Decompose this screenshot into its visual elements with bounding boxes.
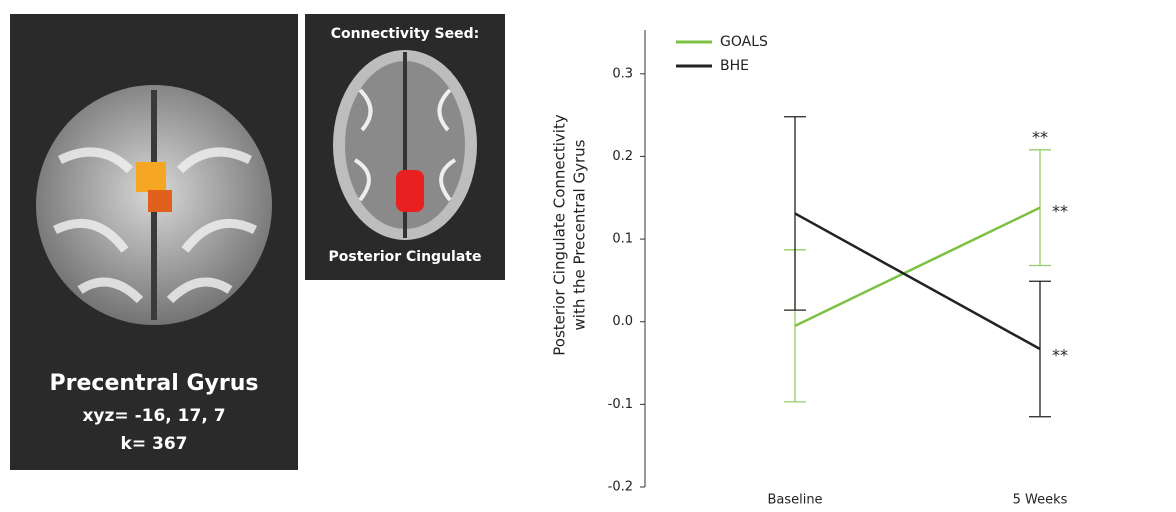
y-tick-label: 0.3 bbox=[612, 66, 633, 81]
y-axis-label: with the Precentral Gyrus bbox=[571, 139, 589, 330]
significance: ** bbox=[1052, 346, 1068, 365]
line bbox=[795, 213, 1040, 349]
y-tick-label: -0.1 bbox=[608, 397, 633, 412]
y-tick-label: -0.2 bbox=[608, 480, 633, 495]
figure: Precentral Gyrus xyz= -16, 17, 7 k= 367 … bbox=[0, 0, 1176, 508]
cluster-size: k= 367 bbox=[121, 434, 188, 454]
significance: ** bbox=[1052, 202, 1068, 221]
x-tick-label: 5 Weeks bbox=[1013, 493, 1068, 508]
coords: xyz= -16, 17, 7 bbox=[82, 406, 225, 426]
y-axis-label: Posterior Cingulate Connectivity bbox=[551, 114, 569, 356]
x-tick-label: Baseline bbox=[767, 493, 822, 508]
y-tick-label: 0.2 bbox=[612, 149, 633, 164]
brain-image bbox=[36, 85, 272, 325]
significance: ** bbox=[1032, 128, 1048, 147]
y-tick-label: 0.1 bbox=[612, 232, 633, 247]
page: {"brain_panels": {"left": {"title": "Pre… bbox=[0, 0, 1176, 512]
legend-label: GOALS bbox=[720, 34, 768, 50]
legend-label: BHE bbox=[720, 58, 749, 74]
region-title: Precentral Gyrus bbox=[50, 371, 259, 396]
seed-region: Posterior Cingulate bbox=[329, 249, 482, 265]
seed-label: Connectivity Seed: bbox=[331, 26, 479, 42]
y-tick-label: 0.0 bbox=[612, 314, 633, 329]
seed-brain-image bbox=[333, 50, 477, 240]
line bbox=[795, 208, 1040, 326]
